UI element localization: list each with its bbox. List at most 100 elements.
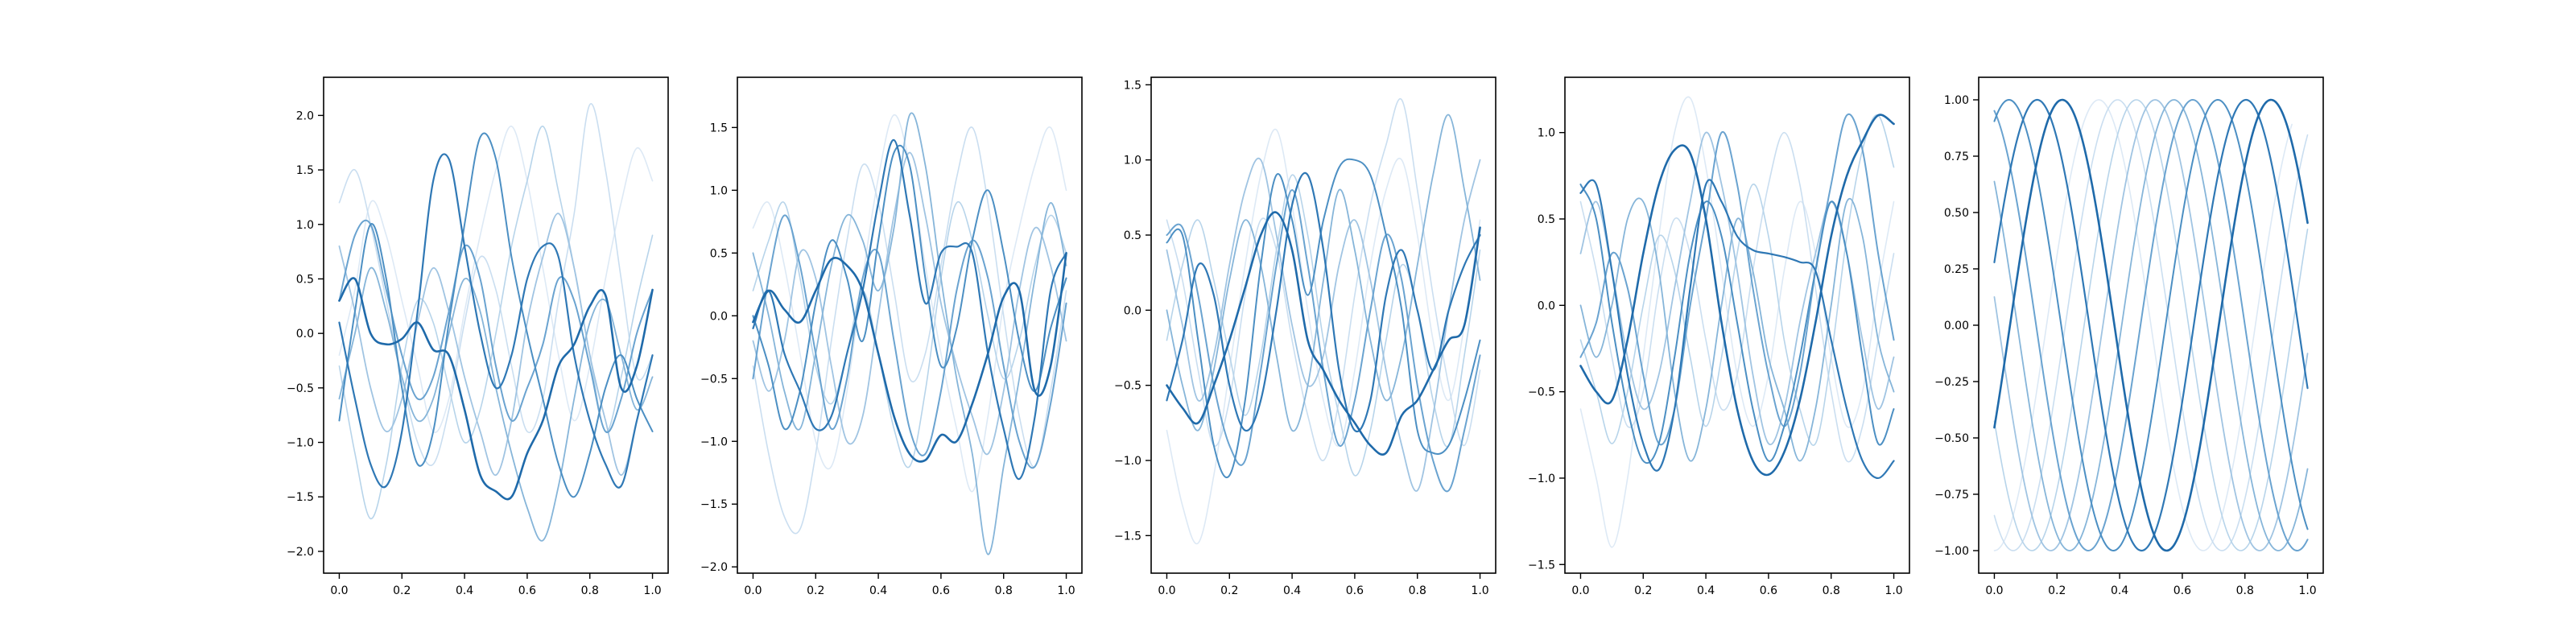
series-line <box>1579 179 1895 480</box>
y-tick-label: 1.5 <box>1124 79 1141 92</box>
y-tick-label: 2.0 <box>296 109 314 122</box>
series-line <box>1579 197 1895 462</box>
axes-frame <box>1564 76 1910 574</box>
y-tick-label: 0.5 <box>296 273 314 286</box>
series-line <box>1993 99 2309 551</box>
series-line <box>752 252 1067 463</box>
y-tick-label: −1.00 <box>1934 545 1969 558</box>
x-tick-label: 0.8 <box>2236 584 2254 597</box>
series-line <box>338 126 654 434</box>
x-tick-label: 0.2 <box>1220 584 1238 597</box>
x-tick-label: 0.4 <box>1697 584 1715 597</box>
y-tick-label: 0.0 <box>710 310 728 323</box>
y-tick-label: 0.5 <box>1124 229 1141 242</box>
series-line <box>338 153 654 489</box>
x-tick-label: 0.6 <box>2174 584 2191 597</box>
y-tick-label: 1.00 <box>1944 94 1969 107</box>
y-tick-label: −0.5 <box>287 382 314 395</box>
subplot-5: 0.0 0.2 0.4 0.6 0.8 1.0 −1.00 −0.75 −0.50 −0.25 0.… <box>1934 76 2324 597</box>
series-line <box>1579 131 1895 463</box>
x-tick-label: 0.8 <box>1409 584 1426 597</box>
subplot-4: 0.0 0.2 0.4 0.6 0.8 1.0 −1.5 −1.0 −0.5 0.0 0.5 1.0 <box>1528 76 1910 597</box>
y-tick-label: −0.5 <box>1114 380 1141 393</box>
series-group <box>752 112 1067 555</box>
x-tick-label: 0.0 <box>330 584 348 597</box>
x-tick-label: 1.0 <box>1057 584 1075 597</box>
subplot-2: 0.0 0.2 0.4 0.6 0.8 1.0 −2.0 −1.5 −1.0 −0.5 0.0 0.5… <box>700 76 1083 597</box>
x-tick-label: 0.6 <box>518 584 536 597</box>
series-line <box>752 200 1067 469</box>
y-tick-label: −0.5 <box>700 373 728 386</box>
series-line <box>1166 158 1481 478</box>
x-tick-label: 0.0 <box>1158 584 1175 597</box>
y-tick-label: 1.5 <box>710 122 728 134</box>
series-line <box>752 138 1067 481</box>
y-tick-label: 0.0 <box>296 328 314 341</box>
x-tick-label: 0.4 <box>2111 584 2128 597</box>
y-tick-label: 1.0 <box>296 219 314 232</box>
y-tick-label: 1.0 <box>1124 155 1141 167</box>
axes-frame <box>1150 76 1496 574</box>
series-line <box>752 126 1067 535</box>
series-line <box>1579 114 1895 446</box>
series-line <box>1993 99 2309 551</box>
x-tick-label: 0.8 <box>1823 584 1840 597</box>
y-tick-label: 0.25 <box>1944 263 1969 276</box>
series-line <box>752 214 1067 469</box>
x-tick-label: 1.0 <box>1885 584 1902 597</box>
x-tick-label: 0.4 <box>456 584 473 597</box>
series-line <box>1579 113 1895 446</box>
axes-frame <box>323 76 669 574</box>
series-group <box>1993 98 2309 552</box>
y-tick-label: −1.5 <box>700 498 728 511</box>
y-tick-label: 0.0 <box>1124 304 1141 317</box>
y-tick-label: −2.0 <box>287 546 314 559</box>
series-line <box>1166 189 1481 493</box>
y-tick-label: 0.0 <box>1538 299 1555 312</box>
x-tick-label: 0.6 <box>1346 584 1364 597</box>
series-line <box>338 132 654 498</box>
axes-frame <box>737 76 1083 574</box>
series-line <box>338 277 654 501</box>
y-tick-label: 1.0 <box>1538 127 1555 140</box>
x-tick-label: 1.0 <box>643 584 661 597</box>
y-tick-label: −0.75 <box>1934 489 1969 502</box>
x-tick-label: 0.4 <box>869 584 887 597</box>
series-line <box>752 112 1067 555</box>
series-group <box>1579 96 1895 548</box>
y-tick-label: 1.5 <box>296 164 314 177</box>
subplot-1: 0.0 0.2 0.4 0.6 0.8 1.0 −2.0 −1.5 −1.0 −0.5 0.0 0.5… <box>287 76 669 597</box>
y-tick-label: 0.75 <box>1944 151 1969 163</box>
x-tick-label: 1.0 <box>2298 584 2316 597</box>
x-tick-label: 0.0 <box>1571 584 1589 597</box>
series-line <box>1993 99 2309 551</box>
series-line <box>1166 114 1481 432</box>
y-tick-label: 0.50 <box>1944 207 1969 220</box>
y-tick-label: −1.5 <box>1528 559 1555 572</box>
series-line <box>1993 99 2293 551</box>
series-line <box>752 144 1067 431</box>
y-tick-label: 0.5 <box>710 247 728 260</box>
x-tick-label: 0.8 <box>995 584 1013 597</box>
y-tick-label: 0.5 <box>1538 213 1555 226</box>
series-line <box>1993 98 2309 552</box>
series-line <box>1166 157 1481 492</box>
x-tick-label: 0.8 <box>581 584 599 597</box>
series-line <box>1166 97 1481 461</box>
y-tick-label: −0.5 <box>1528 386 1555 399</box>
series-line <box>1993 99 2309 552</box>
series-line <box>338 213 654 477</box>
series-line <box>1579 114 1895 477</box>
y-tick-label: −2.0 <box>700 561 728 574</box>
x-tick-label: 0.4 <box>1283 584 1301 597</box>
y-tick-label: −1.5 <box>1114 530 1141 543</box>
series-line <box>1579 184 1895 464</box>
y-tick-label: 0.00 <box>1944 320 1969 332</box>
y-tick-label: −1.0 <box>1528 473 1555 485</box>
x-tick-label: 0.2 <box>1634 584 1652 597</box>
y-tick-label: −0.25 <box>1934 376 1969 389</box>
x-tick-label: 0.0 <box>744 584 762 597</box>
x-tick-label: 1.0 <box>1471 584 1488 597</box>
